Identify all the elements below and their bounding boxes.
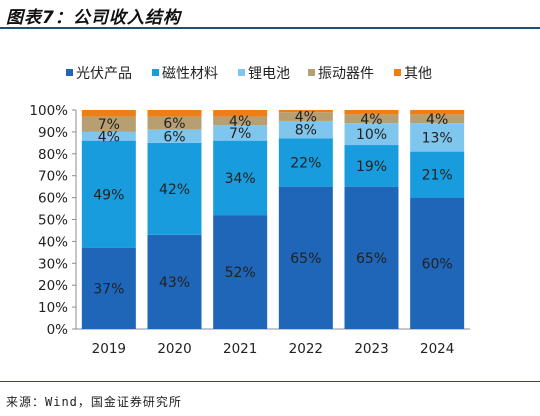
x-tick-label-2023: 2023 — [354, 341, 388, 357]
y-tick-label: 40% — [38, 234, 68, 250]
y-tick-label: 10% — [38, 300, 68, 316]
y-tick-label: 70% — [38, 169, 68, 185]
footer-divider — [0, 381, 540, 382]
x-tick-label-2022: 2022 — [289, 341, 323, 357]
y-tick-label: 30% — [38, 256, 68, 272]
y-tick-label: 0% — [47, 322, 69, 338]
data-label-2022-光伏产品: 65% — [290, 251, 321, 267]
chart-title: 图表7：公司收入结构 — [6, 8, 181, 28]
y-tick-label: 50% — [38, 213, 68, 229]
data-label-2019-锂电池: 4% — [98, 129, 120, 145]
data-label-2023-锂电池: 10% — [356, 127, 387, 143]
y-tick-label: 100% — [29, 103, 68, 119]
legend-label-磁性材料: 磁性材料 — [162, 66, 218, 82]
data-label-2022-磁性材料: 22% — [290, 156, 321, 172]
bar-segment-2020-振动器件 — [147, 116, 202, 130]
bar-segment-2022-锂电池 — [278, 120, 333, 139]
bar-segment-2019-振动器件 — [81, 116, 136, 132]
data-label-2020-振动器件: 6% — [163, 116, 185, 132]
bar-segment-2021-振动器件 — [213, 116, 268, 126]
x-tick-label-2024: 2024 — [420, 341, 454, 357]
data-label-2023-光伏产品: 65% — [356, 251, 387, 267]
y-tick-label: 90% — [38, 125, 68, 141]
data-label-2024-磁性材料: 21% — [422, 168, 453, 184]
bar-segment-2023-振动器件 — [344, 114, 399, 124]
legend-label-锂电池: 锂电池 — [248, 66, 290, 82]
data-label-2023-振动器件: 4% — [360, 112, 382, 128]
data-label-2021-锂电池: 7% — [229, 126, 251, 142]
data-label-2019-光伏产品: 37% — [93, 281, 124, 297]
bar-segment-2019-光伏产品 — [81, 247, 136, 329]
data-label-2023-磁性材料: 19% — [356, 159, 387, 175]
bar-segment-2019-锂电池 — [81, 131, 136, 141]
bar-segment-2022-其他 — [278, 110, 333, 113]
data-label-2020-磁性材料: 42% — [159, 182, 190, 198]
data-label-2020-锂电池: 6% — [163, 129, 185, 145]
data-label-2024-锂电池: 13% — [422, 130, 453, 146]
chart-legend: 光伏产品 磁性材料 锂电池 振动器件 其他 — [66, 66, 432, 82]
data-label-2021-振动器件: 4% — [229, 114, 251, 130]
bar-segment-2023-锂电池 — [344, 123, 399, 146]
bar-segment-2020-其他 — [147, 110, 202, 117]
y-tick-label: 60% — [38, 191, 68, 207]
bar-segment-2023-磁性材料 — [344, 145, 399, 187]
legend-label-振动器件: 振动器件 — [318, 66, 374, 82]
bar-segment-2021-磁性材料 — [213, 140, 268, 216]
data-label-2024-光伏产品: 60% — [422, 256, 453, 272]
data-label-2022-锂电池: 8% — [295, 123, 317, 139]
bar-segment-2020-锂电池 — [147, 129, 202, 143]
bar-segment-2020-光伏产品 — [147, 234, 202, 329]
legend-swatch-磁性材料 — [152, 69, 159, 76]
y-tick-label: 20% — [38, 278, 68, 294]
bar-segment-2022-光伏产品 — [278, 186, 333, 329]
y-tick-label: 80% — [38, 147, 68, 163]
chart-bars — [81, 110, 465, 329]
x-tick-label-2019: 2019 — [92, 341, 126, 357]
stacked-bar-chart: 光伏产品 磁性材料 锂电池 振动器件 其他 0% 10% 20% 30% 40% 50% 60% 70… — [29, 66, 470, 357]
data-label-2019-振动器件: 7% — [98, 117, 120, 133]
bar-segment-2022-振动器件 — [278, 112, 333, 121]
bar-segment-2020-磁性材料 — [147, 142, 202, 235]
chart-data-labels: 37%49%4%7%43%42%6%6%52%34%7%4%65%22%8%4%… — [93, 110, 452, 298]
bar-segment-2023-其他 — [344, 110, 399, 115]
bar-segment-2021-光伏产品 — [213, 215, 268, 329]
x-tick-label-2020: 2020 — [157, 341, 191, 357]
x-tick-label-2021: 2021 — [223, 341, 257, 357]
source-note: 来源：Wind，国金证券研究所 — [6, 395, 182, 409]
bar-segment-2024-磁性材料 — [410, 151, 465, 198]
legend-swatch-锂电池 — [238, 69, 245, 76]
title-divider — [0, 27, 540, 29]
data-label-2021-磁性材料: 34% — [225, 171, 256, 187]
bar-segment-2024-其他 — [410, 110, 465, 115]
bar-segment-2024-锂电池 — [410, 123, 465, 152]
chart-axes: 0% 10% 20% 30% 40% 50% 60% 70% 80% 90% 100% 2019 202… — [29, 103, 470, 357]
data-label-2022-振动器件: 4% — [295, 110, 317, 126]
legend-swatch-振动器件 — [308, 69, 315, 76]
legend-swatch-光伏产品 — [66, 69, 73, 76]
data-label-2024-振动器件: 4% — [426, 112, 448, 128]
bar-segment-2022-磁性材料 — [278, 138, 333, 187]
bar-segment-2021-锂电池 — [213, 125, 268, 141]
bar-segment-2019-磁性材料 — [81, 140, 136, 248]
legend-label-其他: 其他 — [404, 66, 432, 82]
legend-label-光伏产品: 光伏产品 — [76, 66, 132, 82]
bar-segment-2019-其他 — [81, 110, 136, 117]
data-label-2020-光伏产品: 43% — [159, 275, 190, 291]
data-label-2019-磁性材料: 49% — [93, 187, 124, 203]
bar-segment-2024-振动器件 — [410, 114, 465, 124]
bar-segment-2021-其他 — [213, 110, 268, 117]
legend-swatch-其他 — [394, 69, 401, 76]
data-label-2021-光伏产品: 52% — [225, 265, 256, 281]
bar-segment-2023-光伏产品 — [344, 186, 399, 329]
bar-segment-2024-光伏产品 — [410, 197, 465, 329]
